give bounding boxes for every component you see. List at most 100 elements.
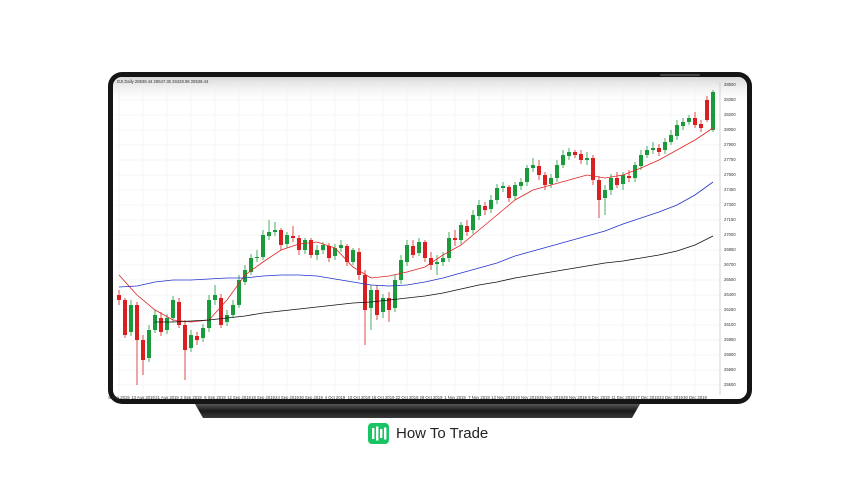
candle-body	[339, 245, 343, 248]
candle-body	[663, 142, 667, 150]
candle-body	[123, 300, 127, 335]
candle-body	[543, 175, 547, 185]
candle-body	[651, 148, 655, 150]
x-tick-label: 30 Dec 2019	[683, 395, 707, 400]
symbol-info: DJI,Daily 28538.44 28547.35 28428.98 285…	[117, 79, 209, 84]
y-tick-label: 27600	[724, 172, 736, 177]
x-tick-label: 28 Oct 2019	[420, 395, 443, 400]
candle-body	[273, 230, 277, 232]
candle-body	[549, 178, 553, 184]
x-tick-label: 13 Nov 2019	[491, 395, 515, 400]
x-tick-label: 1 Nov 2019	[444, 395, 466, 400]
candle-body	[669, 135, 673, 142]
candle-body	[561, 155, 565, 165]
candle-body	[579, 154, 583, 160]
screen-shade	[113, 77, 747, 105]
candle-body	[711, 92, 715, 130]
candle-body	[225, 315, 229, 322]
x-tick-label: 2 Sep 2019	[180, 395, 202, 400]
x-tick-label: 23 Dec 2019	[659, 395, 683, 400]
candle-body	[261, 235, 265, 257]
candle-body	[303, 240, 307, 250]
candle-body	[525, 168, 529, 182]
candle-body	[237, 280, 241, 305]
candle-body	[693, 118, 697, 125]
candle-body	[315, 250, 319, 255]
plot: 25500 25650 25800 25950 26100 26250 26400 26550…	[108, 82, 736, 400]
candle-body	[363, 275, 367, 310]
x-tick-label: 5 Dec 2019	[588, 395, 610, 400]
candle-body	[471, 215, 475, 230]
candle-body	[333, 248, 337, 256]
candle-body	[381, 298, 385, 312]
candle-body	[645, 150, 649, 155]
y-tick-label: 27150	[724, 217, 736, 222]
candle-body	[501, 186, 505, 188]
candle-body	[267, 232, 271, 236]
x-tick-label: 21 Aug 2019	[155, 395, 179, 400]
x-tick-label: 11 Dec 2019	[611, 395, 635, 400]
y-tick-label: 27000	[724, 232, 736, 237]
x-tick-label: 18 Sep 2019	[251, 395, 275, 400]
x-tick-label: 7 Nov 2019	[468, 395, 490, 400]
y-tick-label: 26550	[724, 277, 736, 282]
candle-body	[573, 152, 577, 155]
candle-body	[207, 300, 211, 328]
candle-body	[279, 230, 283, 245]
candle-body	[657, 148, 661, 152]
x-tick-label: 16 Oct 2019	[372, 395, 395, 400]
brand: How To Trade	[396, 425, 488, 442]
candle-body	[453, 238, 457, 240]
moving-average	[118, 127, 714, 323]
y-tick-label: 26850	[724, 247, 736, 252]
screen	[113, 77, 747, 399]
candle-body	[555, 165, 559, 178]
moving-average	[118, 181, 714, 288]
candle-body	[417, 242, 421, 253]
candle-body	[429, 258, 433, 265]
speaker	[660, 74, 700, 76]
candle-body	[435, 262, 439, 264]
candle-body	[423, 242, 427, 258]
candle-body	[621, 175, 625, 184]
y-tick-label: 27300	[724, 202, 736, 207]
candle-body	[441, 258, 445, 262]
candle-body	[285, 235, 289, 244]
candle-body	[129, 305, 133, 332]
candle-body	[495, 188, 499, 200]
candle-body	[201, 328, 205, 338]
x-tick-label: 17 Dec 2019	[635, 395, 659, 400]
candle-body	[117, 295, 121, 300]
candle-body	[231, 305, 235, 315]
candle-body	[351, 250, 355, 262]
candle-body	[135, 305, 139, 340]
y-tick-label: 25800	[724, 352, 736, 357]
candle-body	[195, 336, 199, 340]
candle-body	[483, 206, 487, 210]
x-tick-label: 24 Sep 2019	[275, 395, 299, 400]
x-tick-label: 13 Aug 2019	[131, 395, 155, 400]
y-tick-label: 26250	[724, 307, 736, 312]
x-tick-label: 25 Nov 2019	[539, 395, 563, 400]
candle-body	[357, 252, 361, 275]
x-tick-label: 6 Sep 2019	[204, 395, 226, 400]
candle-body	[477, 205, 481, 216]
candle-body	[681, 122, 685, 126]
candle-body	[411, 246, 415, 255]
candle-body	[531, 165, 535, 168]
candle-body	[159, 318, 163, 332]
y-tick-label: 26700	[724, 262, 736, 267]
x-tick-label: 12 Sep 2019	[227, 395, 251, 400]
candle-body	[591, 158, 595, 180]
moving-average	[155, 235, 714, 323]
candle-body	[213, 295, 217, 300]
candle-body	[291, 236, 295, 238]
candle-body	[141, 340, 145, 360]
candle-body	[597, 180, 601, 200]
candle-body	[633, 165, 637, 178]
candle-body	[249, 258, 253, 272]
logo-bars	[372, 426, 387, 441]
candle-body	[603, 190, 607, 198]
